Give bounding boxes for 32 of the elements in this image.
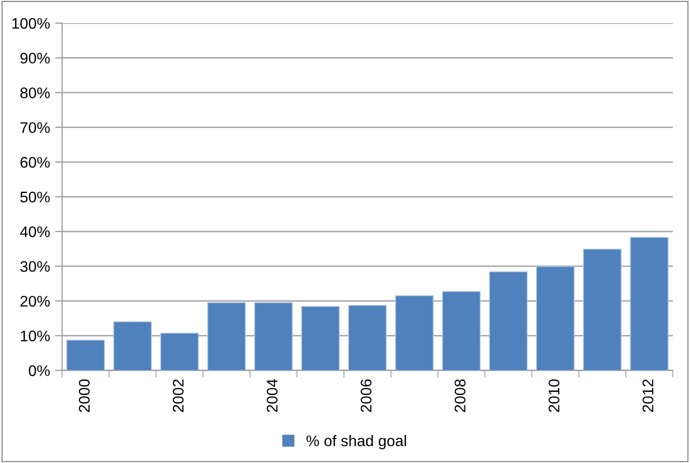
bar: [301, 306, 340, 370]
bar: [66, 340, 105, 370]
y-tick-label: 20%: [20, 296, 50, 307]
y-tick-label: 40%: [20, 226, 50, 238]
x-tick-label: 2012: [642, 379, 654, 412]
x-tick-label: 2000: [78, 379, 90, 412]
x-tick-label: 2002: [172, 379, 184, 412]
bar: [395, 295, 434, 370]
bar: [583, 248, 622, 370]
bar: [348, 305, 387, 370]
y-tick-label: 30%: [20, 261, 50, 272]
bar: [442, 291, 481, 370]
y-tick-label: 90%: [20, 52, 50, 64]
x-tick-label: 2004: [266, 379, 278, 412]
y-tick-label: 0%: [28, 365, 50, 376]
y-tick-label: 70%: [20, 122, 50, 134]
bar: [536, 266, 575, 370]
legend-label: % of shad goal: [306, 435, 406, 450]
y-tick-label: 60%: [20, 156, 50, 168]
y-tick-label: 50%: [20, 192, 50, 202]
bar: [489, 271, 528, 370]
y-tick-label: 10%: [20, 330, 50, 342]
x-tick-label: 2006: [360, 379, 372, 412]
bar: [254, 302, 293, 370]
y-tick-label: 80%: [20, 87, 50, 98]
y-tick-label: 100%: [12, 18, 50, 29]
x-tick-label: 2010: [548, 379, 560, 412]
bar: [630, 236, 668, 370]
bar: [160, 332, 199, 370]
bar: [113, 321, 152, 370]
bar: [207, 302, 246, 370]
x-tick-label: 2008: [454, 379, 466, 412]
